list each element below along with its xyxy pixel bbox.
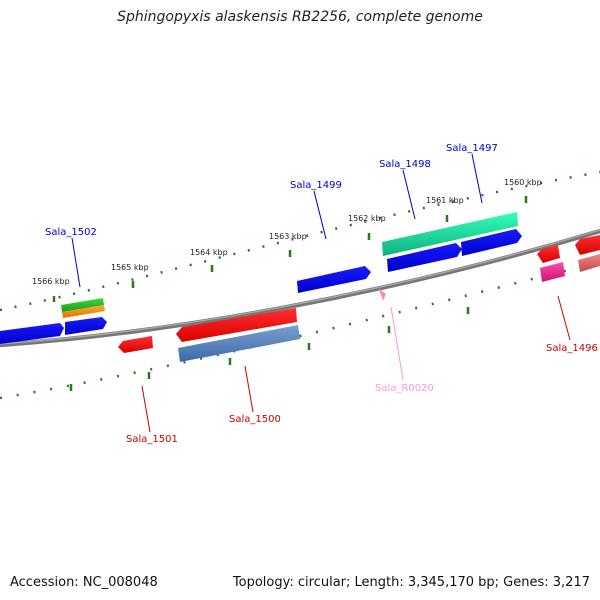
- gene-arrow-sala-1496-pink[interactable]: [540, 262, 565, 282]
- gene-label-sala-1501[interactable]: Sala_1501: [126, 434, 178, 445]
- gene-arrow-sala-1502-green[interactable]: [61, 298, 104, 312]
- rna-feature-sala-r0020[interactable]: [379, 289, 386, 301]
- scale-label-1561: 1561 kbp: [426, 196, 464, 205]
- leader-lines: [71, 153, 571, 433]
- gene-label-sala-1498[interactable]: Sala_1498: [379, 159, 431, 170]
- scale-label-1563: 1563 kbp: [269, 232, 307, 241]
- gene-arrow-blue-left[interactable]: [0, 323, 64, 344]
- gene-label-sala-1500[interactable]: Sala_1500: [229, 414, 281, 425]
- reverse-genes: [118, 235, 600, 362]
- gene-arrow-sala-1498-teal[interactable]: [382, 212, 518, 256]
- scale-label-1564: 1564 kbp: [190, 248, 228, 257]
- gene-arrow-right-red[interactable]: [575, 235, 600, 255]
- genome-summary-text: Topology: circular; Length: 3,345,170 bp…: [232, 575, 590, 590]
- outer-major-ticks: [52, 196, 528, 302]
- genome-backbone: [0, 228, 600, 348]
- gene-label-sala-1496[interactable]: Sala_1496: [546, 343, 598, 354]
- forward-genes: [0, 212, 522, 344]
- gene-arrow-right-salmon[interactable]: [578, 254, 600, 272]
- scale-label-1562: 1562 kbp: [348, 214, 386, 223]
- gene-arrow-sala-1501[interactable]: [118, 336, 153, 353]
- gene-arrow-sala-1498-blue[interactable]: [387, 243, 462, 272]
- gene-arrow-sala-1496-red[interactable]: [537, 245, 560, 263]
- gene-arrow-sala-1500-steel[interactable]: [178, 325, 300, 362]
- gene-arrow-sala-1502-orange[interactable]: [62, 305, 105, 318]
- gene-label-sala-r0020[interactable]: Sala_R0020: [375, 383, 434, 394]
- gene-arrow-sala-1499[interactable]: [297, 266, 371, 293]
- gene-label-sala-1499[interactable]: Sala_1499: [290, 180, 342, 191]
- gene-arrow-sala-1502-blue[interactable]: [65, 317, 107, 335]
- gene-arrow-sala-1497[interactable]: [461, 229, 522, 256]
- gene-label-sala-1502[interactable]: Sala_1502: [45, 227, 97, 238]
- scale-label-1566: 1566 kbp: [32, 277, 70, 286]
- gene-arrow-sala-1500-red[interactable]: [176, 308, 297, 342]
- scale-label-1565: 1565 kbp: [111, 263, 149, 272]
- inner-major-ticks: [69, 307, 470, 391]
- gene-label-sala-1497[interactable]: Sala_1497: [446, 143, 498, 154]
- accession-text: Accession: NC_008048: [10, 575, 158, 590]
- scale-label-1560: 1560 kbp: [504, 178, 542, 187]
- map-title: Sphingopyxis alaskensis RB2256, complete…: [117, 9, 483, 25]
